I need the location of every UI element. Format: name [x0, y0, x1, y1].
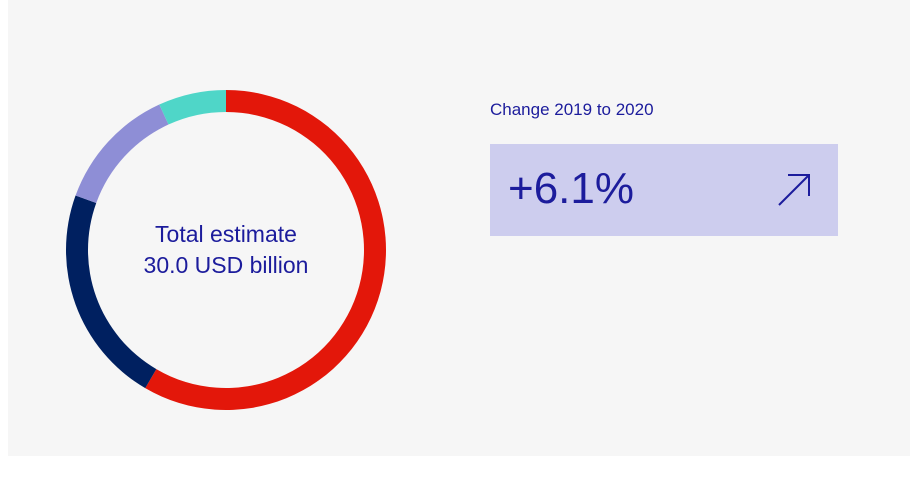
donut-slice-1 [145, 90, 386, 410]
center-label-line-2: 30.0 USD billion [143, 252, 309, 278]
donut-slice-4 [159, 90, 226, 125]
donut-slice-3 [75, 104, 169, 204]
donut-svg [66, 90, 386, 410]
arrow-up-right-icon [778, 174, 810, 206]
change-box: +6.1% [490, 144, 838, 236]
donut-center-label: Total estimate 30.0 USD billion [66, 90, 386, 410]
donut-chart: Total estimate 30.0 USD billion [66, 90, 386, 410]
change-value: +6.1% [508, 164, 634, 213]
change-title: Change 2019 to 2020 [490, 100, 654, 119]
center-label-line-1: Total estimate [155, 221, 297, 247]
donut-slice-2 [66, 195, 157, 389]
